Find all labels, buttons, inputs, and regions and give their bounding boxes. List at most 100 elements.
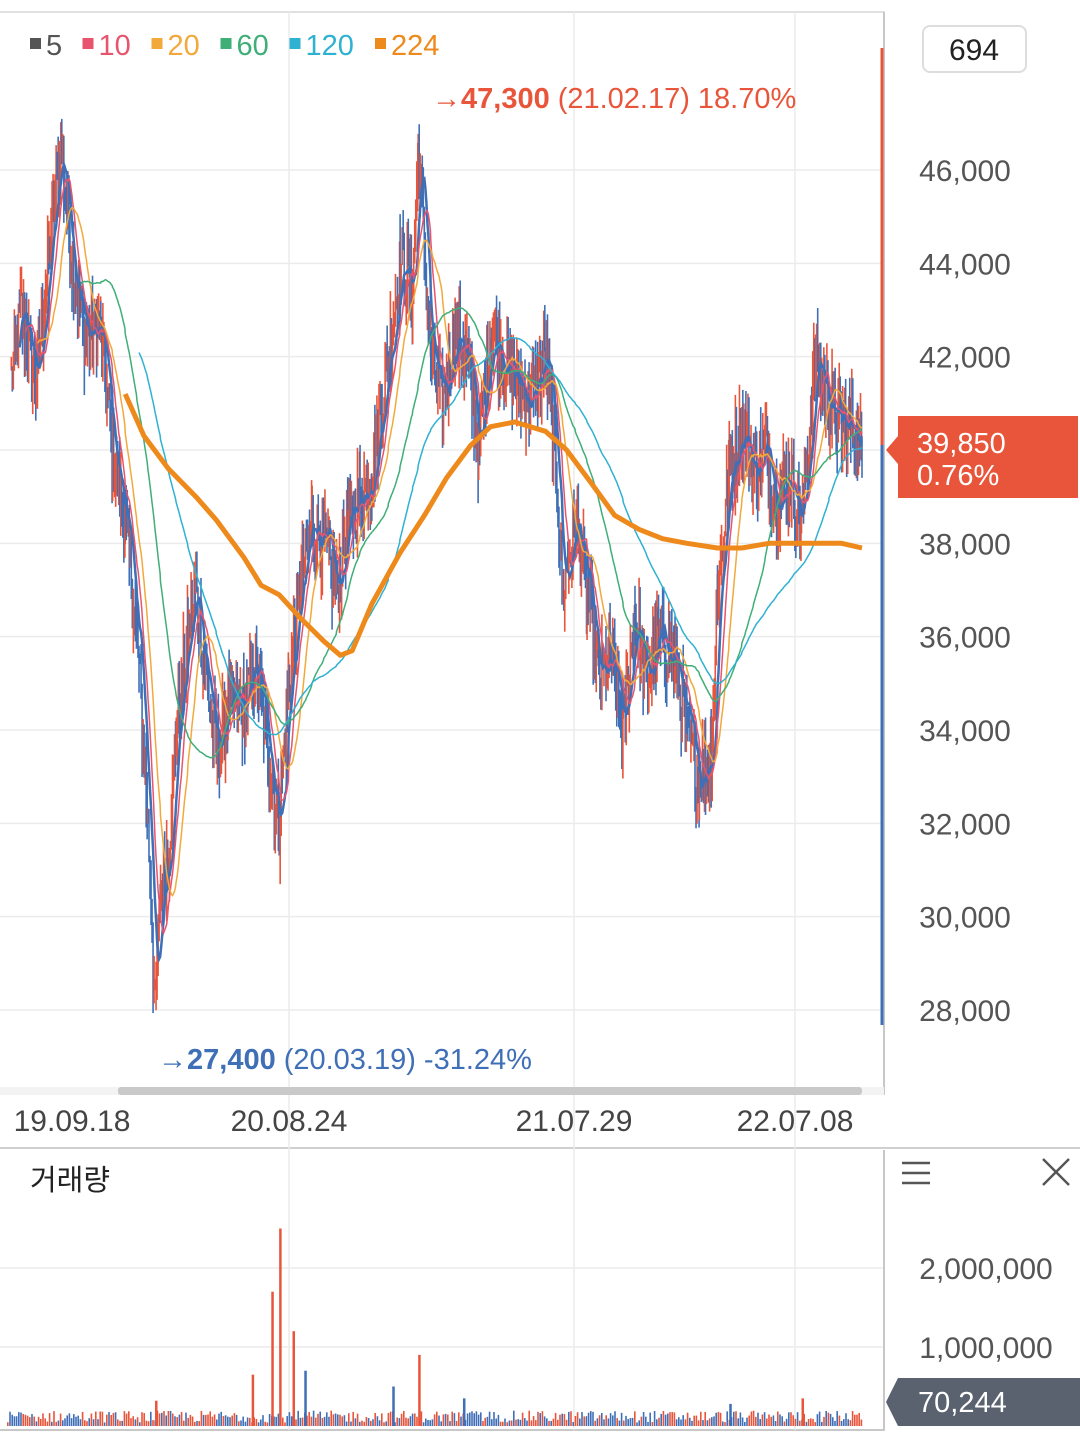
- current-price-tag: [898, 416, 1078, 498]
- volume-bar: [125, 1413, 128, 1426]
- volume-bar: [609, 1413, 612, 1426]
- menu-icon[interactable]: [902, 1161, 930, 1185]
- volume-bar: [832, 1417, 834, 1426]
- ma-line-224: [122, 392, 863, 658]
- volume-bar: [818, 1411, 821, 1426]
- volume-bar: [264, 1421, 266, 1426]
- volume-bar: [768, 1414, 770, 1426]
- volume-bar: [367, 1418, 370, 1426]
- volume-bar: [477, 1414, 480, 1426]
- volume-spike: [155, 1400, 158, 1426]
- volume-bar: [227, 1416, 229, 1426]
- current-price-value: 39,850: [917, 428, 1006, 460]
- volume-bar: [803, 1413, 805, 1426]
- volume-bar: [557, 1419, 559, 1426]
- volume-bar: [541, 1411, 544, 1426]
- low-arrow: →: [158, 1044, 187, 1076]
- volume-bar: [519, 1419, 522, 1426]
- count-badge-box[interactable]: [922, 25, 1027, 73]
- volume-bar: [495, 1418, 497, 1426]
- volume-bar: [836, 1411, 838, 1426]
- volume-bar: [66, 1415, 68, 1426]
- volume-bar: [625, 1415, 627, 1426]
- volume-bar: [451, 1411, 453, 1426]
- volume-bar: [840, 1420, 843, 1426]
- volume-bar: [794, 1418, 797, 1426]
- price-tick-label: 44,000: [919, 248, 1011, 281]
- volume-bar: [858, 1412, 860, 1426]
- volume-bar: [205, 1414, 207, 1426]
- volume-spike: [292, 1331, 295, 1426]
- volume-bar: [108, 1412, 110, 1426]
- date-tick-label: 20.08.24: [231, 1105, 348, 1138]
- volume-bar: [744, 1421, 746, 1426]
- volume-bar: [301, 1417, 304, 1426]
- volume-bar: [816, 1414, 819, 1426]
- volume-bar: [689, 1417, 691, 1426]
- volume-bar: [678, 1417, 680, 1426]
- volume-bar: [510, 1420, 513, 1426]
- volume-bar: [466, 1413, 469, 1426]
- volume-bar: [299, 1417, 302, 1426]
- volume-bar: [11, 1414, 13, 1426]
- volume-bar: [722, 1421, 724, 1426]
- ma-line-14: [24, 176, 863, 936]
- volume-bar: [238, 1421, 240, 1426]
- volume-bar: [242, 1416, 244, 1426]
- volume-bar: [618, 1420, 621, 1426]
- scrollbar-thumb[interactable]: [118, 1087, 862, 1095]
- volume-bar: [447, 1414, 449, 1426]
- volume-bar: [636, 1422, 638, 1426]
- volume-bar: [629, 1418, 632, 1426]
- volume-bar: [739, 1412, 742, 1426]
- volume-bar: [295, 1419, 297, 1426]
- volume-bar: [854, 1414, 856, 1426]
- volume-bar: [554, 1412, 557, 1426]
- volume-bar: [92, 1419, 95, 1426]
- volume-bar: [473, 1413, 475, 1426]
- volume-bar: [275, 1416, 277, 1426]
- volume-bar: [356, 1413, 359, 1426]
- volume-bar: [708, 1418, 711, 1426]
- volume-bar: [178, 1414, 181, 1426]
- close-icon[interactable]: [1042, 1158, 1070, 1186]
- volume-bar: [603, 1419, 605, 1426]
- volume-bar: [737, 1418, 739, 1426]
- volume-bar: [658, 1417, 660, 1426]
- volume-bar: [246, 1417, 249, 1426]
- volume-bar: [843, 1419, 845, 1426]
- price-tick-label: 42,000: [919, 342, 1011, 375]
- volume-bar: [783, 1421, 786, 1426]
- volume-bar: [55, 1421, 57, 1426]
- volume-spike: [392, 1386, 395, 1426]
- volume-bar: [343, 1415, 346, 1426]
- volume-bar: [286, 1416, 288, 1426]
- volume-bar: [645, 1416, 647, 1426]
- volume-bar: [594, 1420, 596, 1426]
- volume-bar: [614, 1411, 616, 1426]
- volume-bar: [455, 1420, 458, 1426]
- legend: 5 10 20 60 120 224: [30, 30, 439, 62]
- volume-bar: [73, 1414, 75, 1426]
- high-price: 47,300: [461, 83, 550, 115]
- current-volume-value: 70,244: [918, 1387, 1007, 1419]
- volume-bar: [612, 1415, 614, 1426]
- high-annotation: →47,300 (21.02.17) 18.70%: [432, 83, 796, 115]
- date-tick-label: 22.07.08: [737, 1105, 854, 1138]
- volume-bar: [79, 1419, 82, 1426]
- volume-bar: [796, 1412, 799, 1426]
- volume-spike: [801, 1398, 805, 1426]
- volume-bar: [592, 1411, 594, 1426]
- volume-bar: [493, 1411, 495, 1426]
- price-tick-label: 34,000: [919, 715, 1011, 748]
- volume-bar: [471, 1411, 473, 1426]
- volume-bar: [222, 1416, 225, 1426]
- volume-bar: [231, 1415, 233, 1426]
- volume-bar: [475, 1411, 478, 1426]
- volume-bar: [552, 1418, 555, 1426]
- legend-label: 5: [46, 30, 62, 62]
- volume-bar: [667, 1413, 669, 1426]
- volume-bar: [790, 1412, 792, 1426]
- legend-swatch: [220, 38, 232, 49]
